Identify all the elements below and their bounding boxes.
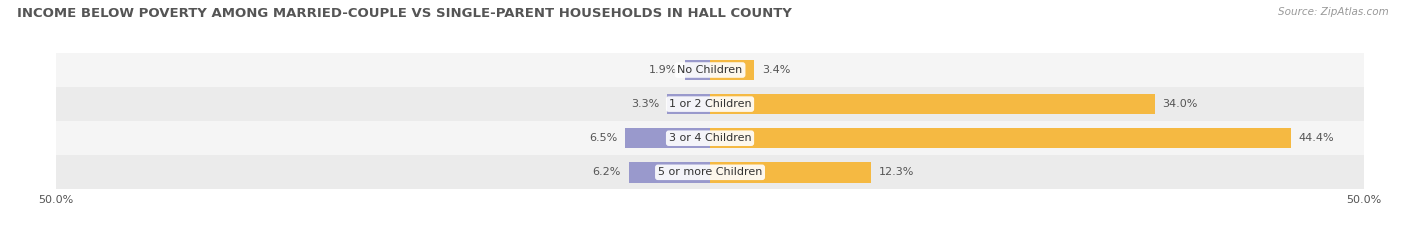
Text: 3.3%: 3.3% [631, 99, 659, 109]
Bar [685, 60, 710, 80]
Text: 34.0%: 34.0% [1163, 99, 1198, 109]
Text: 6.2%: 6.2% [593, 167, 621, 177]
Bar [710, 128, 1291, 148]
Text: Source: ZipAtlas.com: Source: ZipAtlas.com [1278, 7, 1389, 17]
Bar [628, 162, 710, 182]
Bar [56, 87, 1364, 121]
Bar [56, 53, 1364, 87]
Text: 6.5%: 6.5% [589, 133, 617, 143]
Bar [710, 94, 1154, 114]
Text: 3.4%: 3.4% [762, 65, 790, 75]
Text: 1 or 2 Children: 1 or 2 Children [669, 99, 751, 109]
Text: 44.4%: 44.4% [1298, 133, 1334, 143]
Bar [710, 60, 755, 80]
Bar [626, 128, 710, 148]
Bar [56, 121, 1364, 155]
Text: 5 or more Children: 5 or more Children [658, 167, 762, 177]
Bar [666, 94, 710, 114]
Bar [710, 162, 870, 182]
Bar [56, 155, 1364, 189]
Text: INCOME BELOW POVERTY AMONG MARRIED-COUPLE VS SINGLE-PARENT HOUSEHOLDS IN HALL CO: INCOME BELOW POVERTY AMONG MARRIED-COUPL… [17, 7, 792, 20]
Text: 12.3%: 12.3% [879, 167, 914, 177]
Text: 3 or 4 Children: 3 or 4 Children [669, 133, 751, 143]
Text: No Children: No Children [678, 65, 742, 75]
Text: 1.9%: 1.9% [650, 65, 678, 75]
